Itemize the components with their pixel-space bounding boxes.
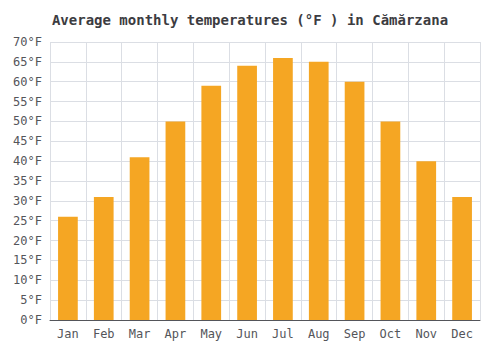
svg-text:Oct: Oct <box>380 327 402 341</box>
svg-text:10°F: 10°F <box>13 273 42 287</box>
svg-text:55°F: 55°F <box>13 95 42 109</box>
svg-text:May: May <box>200 327 222 341</box>
svg-text:20°F: 20°F <box>13 234 42 248</box>
svg-text:50°F: 50°F <box>13 114 42 128</box>
svg-text:Jan: Jan <box>57 327 79 341</box>
svg-text:0°F: 0°F <box>20 313 42 327</box>
svg-text:Mar: Mar <box>129 327 151 341</box>
svg-text:Average monthly temperatures (: Average monthly temperatures (°F ) in Că… <box>52 12 448 28</box>
svg-text:65°F: 65°F <box>13 55 42 69</box>
svg-text:60°F: 60°F <box>13 75 42 89</box>
svg-text:Aug: Aug <box>308 327 330 341</box>
svg-text:Feb: Feb <box>93 327 115 341</box>
svg-text:Nov: Nov <box>415 327 437 341</box>
svg-text:Dec: Dec <box>451 327 473 341</box>
svg-text:15°F: 15°F <box>13 253 42 267</box>
svg-text:70°F: 70°F <box>13 35 42 49</box>
svg-text:Sep: Sep <box>344 327 366 341</box>
svg-text:35°F: 35°F <box>13 174 42 188</box>
svg-text:40°F: 40°F <box>13 154 42 168</box>
svg-text:30°F: 30°F <box>13 194 42 208</box>
svg-text:45°F: 45°F <box>13 134 42 148</box>
svg-text:Jul: Jul <box>272 327 294 341</box>
svg-text:25°F: 25°F <box>13 214 42 228</box>
svg-text:Jun: Jun <box>236 327 258 341</box>
svg-text:5°F: 5°F <box>20 293 42 307</box>
svg-text:Apr: Apr <box>165 327 187 341</box>
